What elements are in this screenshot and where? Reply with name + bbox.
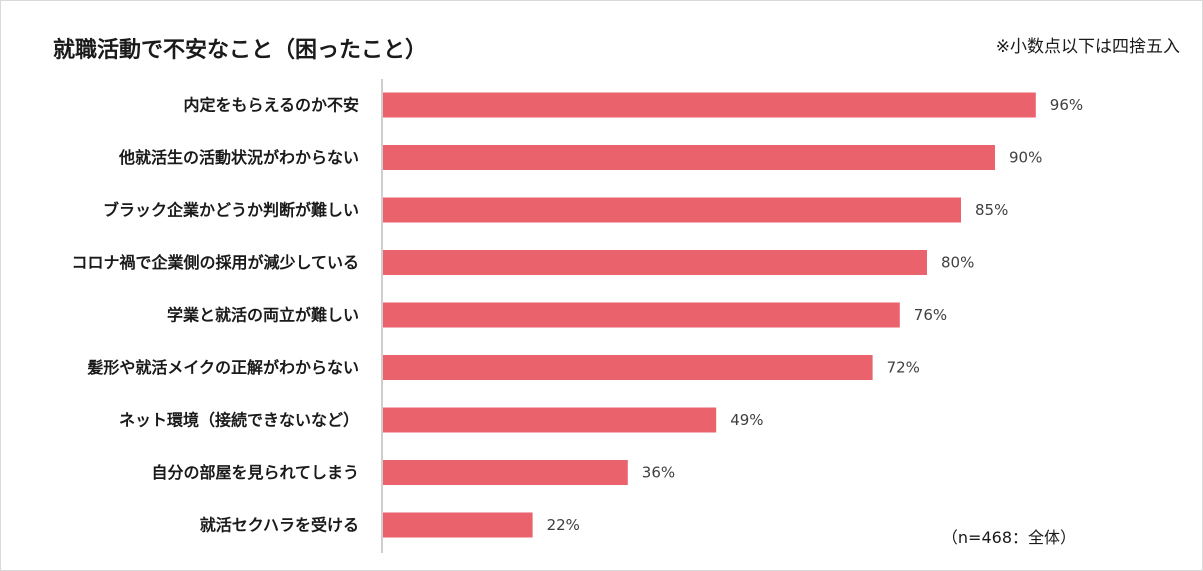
sample-size-note: （n=468：全体） <box>941 528 1076 547</box>
bar <box>383 512 533 538</box>
category-label: 就活セクハラを受ける <box>200 516 359 535</box>
value-label: 76% <box>914 306 947 324</box>
bar <box>383 302 900 328</box>
category-label: 学業と就活の両立が難しい <box>167 306 359 325</box>
category-label: ブラック企業かどうか判断が難しい <box>103 201 359 220</box>
category-label: ネット環境（接続できないなど） <box>119 411 359 430</box>
category-label: 他就活生の活動状況がわからない <box>118 148 359 167</box>
bar <box>383 197 961 223</box>
bar <box>383 145 995 170</box>
value-label: 80% <box>941 254 974 272</box>
bar <box>383 460 628 485</box>
category-label: コロナ禍で企業側の採用が減少している <box>71 253 359 272</box>
category-label: 髪形や就活メイクの正解がわからない <box>86 358 359 377</box>
value-label: 36% <box>642 464 675 482</box>
bar <box>383 92 1036 118</box>
chart-title: 就職活動で不安なこと（困ったこと） <box>53 38 428 63</box>
bar <box>383 250 927 275</box>
category-label: 内定をもらえるのか不安 <box>183 96 359 115</box>
value-label: 72% <box>887 359 920 377</box>
bar <box>383 407 717 433</box>
category-label: 自分の部屋を見られてしまう <box>151 463 359 482</box>
bar <box>383 355 873 380</box>
value-label: 85% <box>975 201 1008 219</box>
value-label: 22% <box>547 516 580 534</box>
value-label: 90% <box>1009 149 1042 167</box>
value-label: 96% <box>1050 96 1083 114</box>
value-label: 49% <box>730 411 763 429</box>
rounding-note: ※小数点以下は四捨五入 <box>995 37 1180 57</box>
